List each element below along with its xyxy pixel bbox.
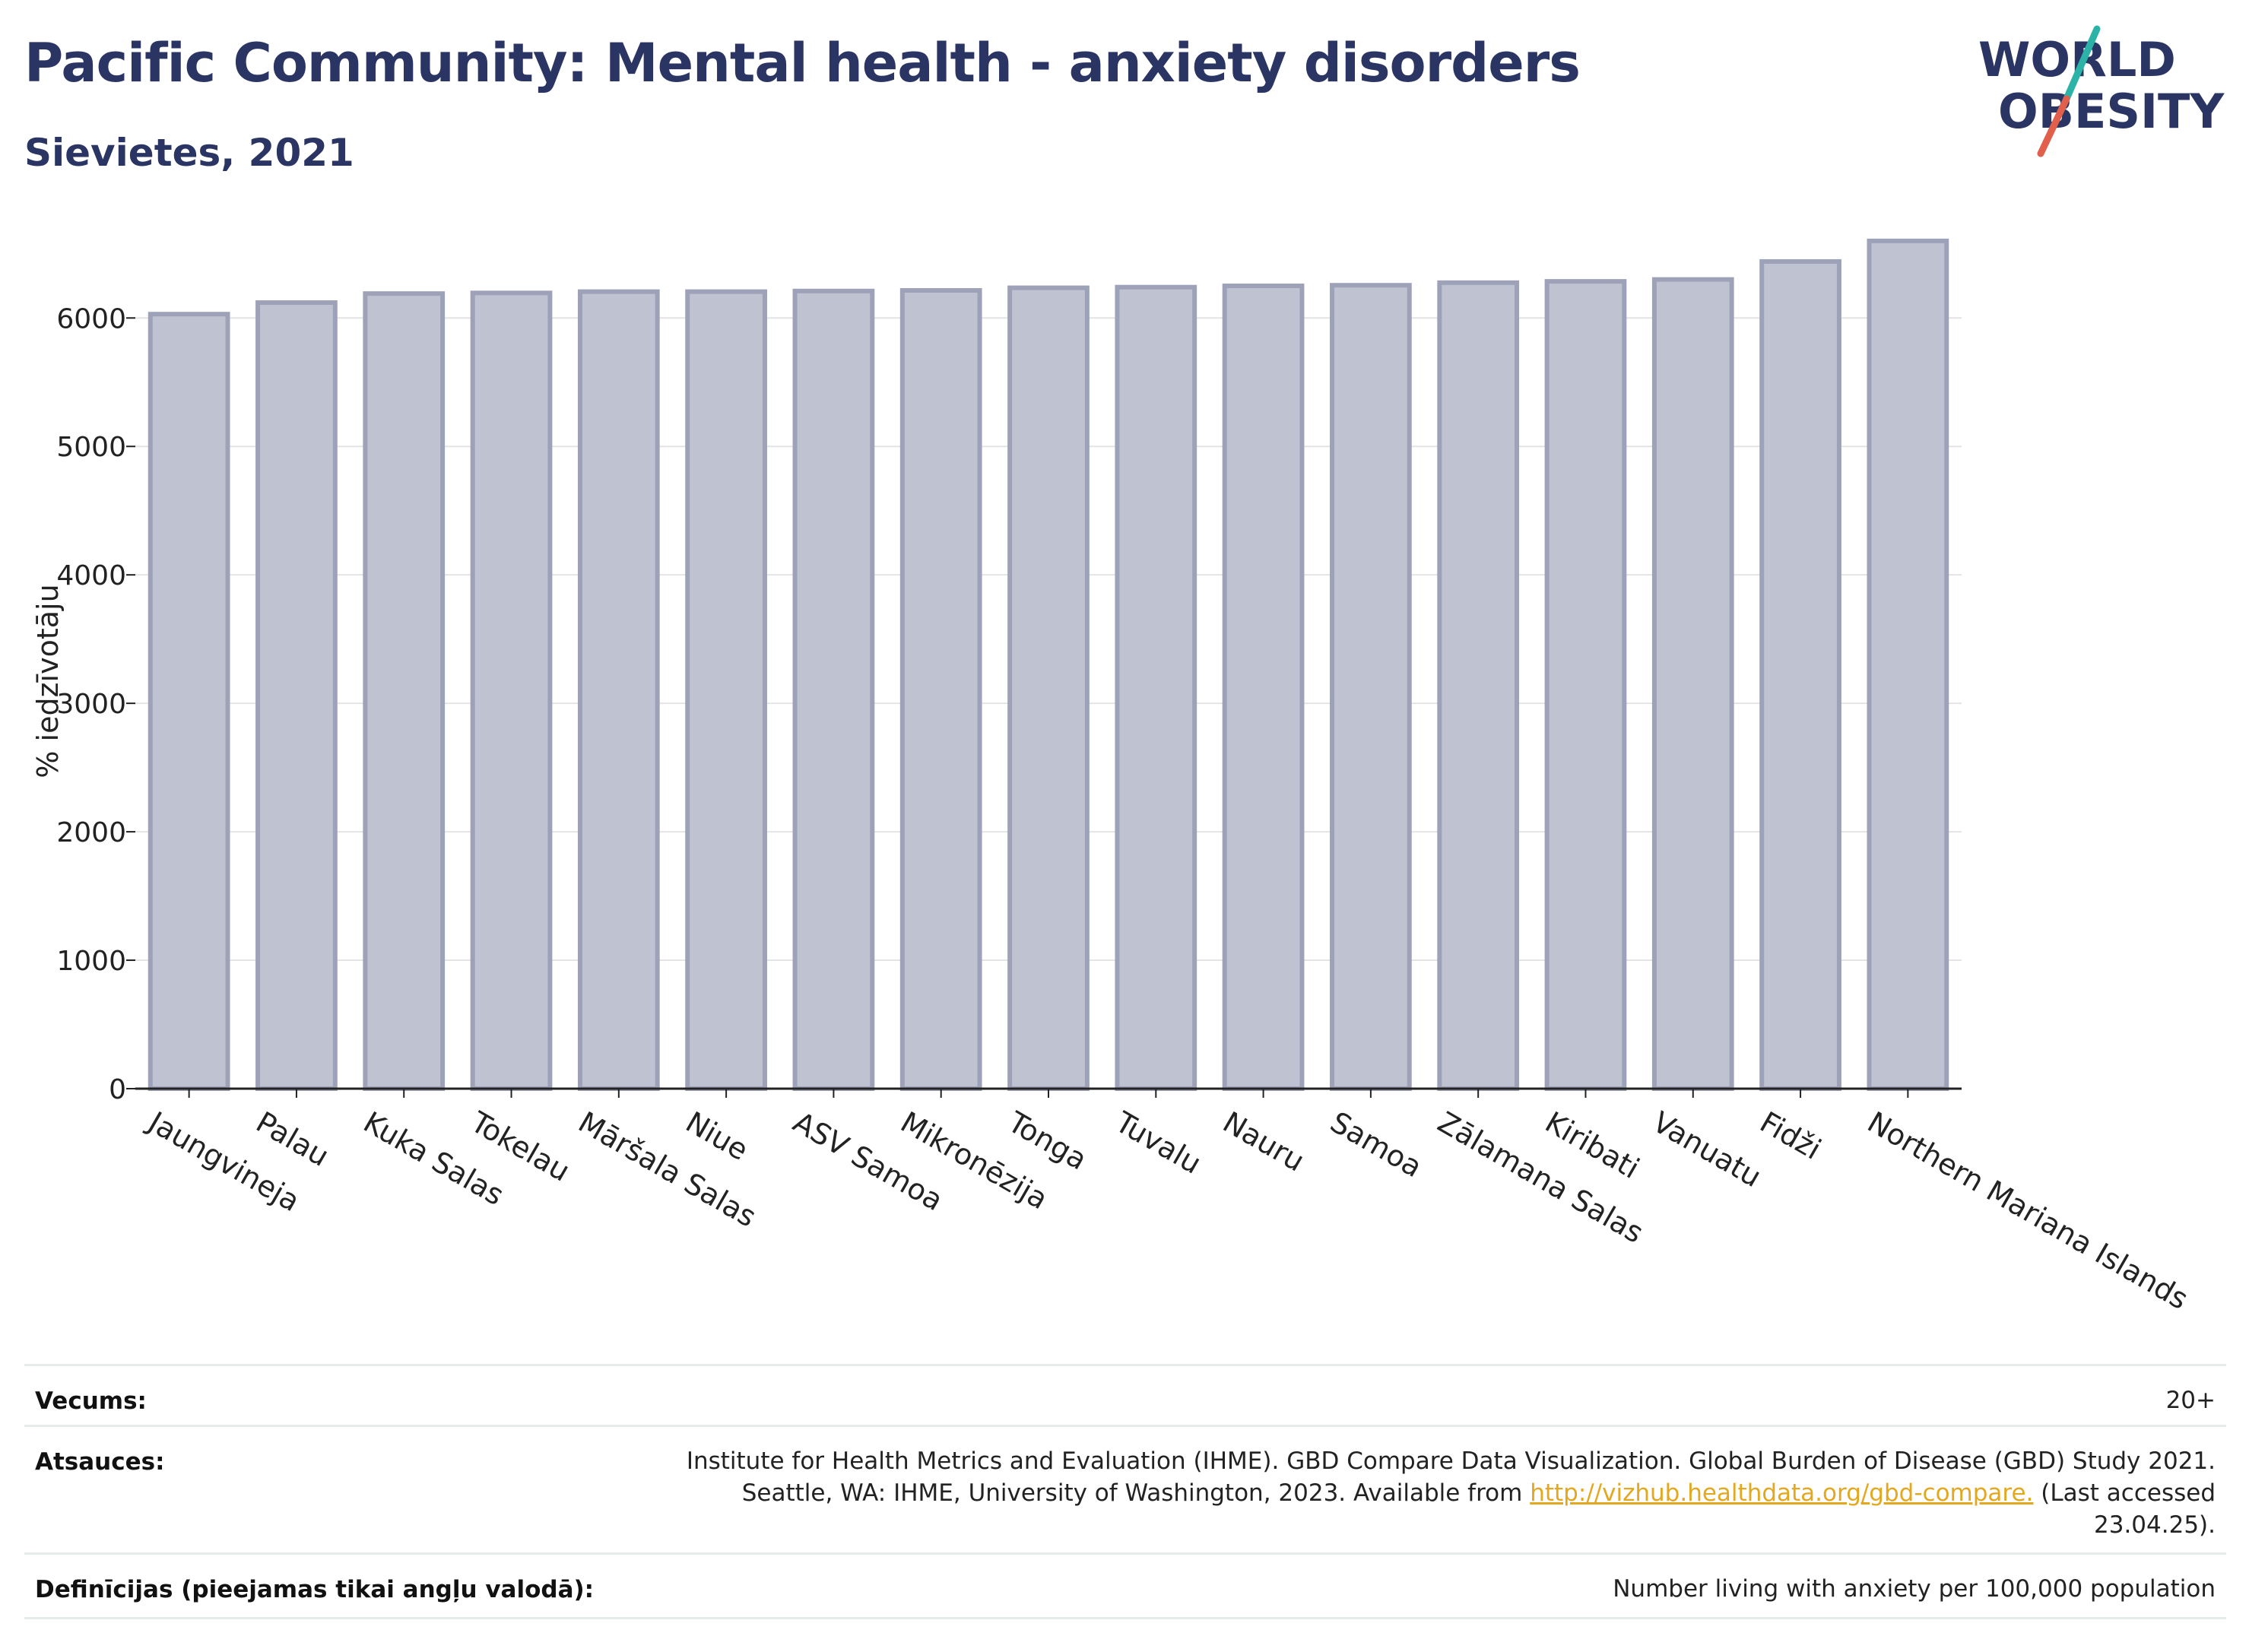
footer-sources-value: Institute for Health Metrics and Evaluat… bbox=[657, 1445, 2216, 1541]
x-tick-label: Tuvalu bbox=[1109, 1105, 1207, 1181]
footer-age-label: Vecums: bbox=[35, 1387, 147, 1415]
footer-definitions-label: Definīcijas (pieejamas tikai angļu valod… bbox=[35, 1576, 595, 1603]
x-tick-label: Nauru bbox=[1217, 1105, 1310, 1178]
y-tick-label: 2000 bbox=[56, 817, 126, 848]
bar bbox=[363, 291, 446, 1092]
y-tick-label: 4000 bbox=[56, 560, 126, 591]
chart-subtitle: Sievietes, 2021 bbox=[24, 131, 354, 175]
footer-sources-label: Atsauces: bbox=[35, 1448, 165, 1476]
y-tick-label: 6000 bbox=[56, 303, 126, 335]
x-tick-label: Northern Mariana Islands bbox=[1862, 1105, 2194, 1316]
footer-row-definitions: Definīcijas (pieejamas tikai angļu valod… bbox=[24, 1552, 2226, 1619]
x-tick-label: Fidži bbox=[1755, 1105, 1827, 1166]
x-tick-label: Niue bbox=[680, 1105, 754, 1167]
bar bbox=[899, 287, 982, 1092]
chart-title: Pacific Community: Mental health - anxie… bbox=[24, 32, 1581, 94]
x-tick-label: Palau bbox=[250, 1105, 335, 1173]
footer-source-link[interactable]: http://vizhub.healthdata.org/gbd-compare… bbox=[1530, 1479, 2034, 1507]
footer-sources-accessed: (Last accessed 23.04.25). bbox=[2033, 1479, 2216, 1539]
x-tick-label: Vanuatu bbox=[1647, 1105, 1767, 1194]
bar bbox=[1330, 283, 1412, 1092]
world-obesity-logo: WORLD OBESITY bbox=[1978, 25, 2225, 157]
footer-definitions-value: Number living with anxiety per 100,000 p… bbox=[1613, 1575, 2216, 1603]
y-tick-label: 5000 bbox=[56, 432, 126, 463]
y-tick-label: 3000 bbox=[56, 689, 126, 720]
bar bbox=[1007, 285, 1090, 1091]
x-tick-label: Māršala Salas bbox=[573, 1105, 762, 1234]
bar bbox=[255, 300, 338, 1091]
bar bbox=[685, 289, 767, 1092]
logo-line2: OBESITY bbox=[1998, 84, 2225, 139]
footer-age-value: 20+ bbox=[2165, 1387, 2216, 1414]
bar bbox=[1651, 277, 1734, 1092]
bar bbox=[1867, 238, 1949, 1091]
footer-row-age: Vecums: 20+ bbox=[24, 1364, 2226, 1425]
bar bbox=[148, 312, 230, 1091]
y-tick-label: 1000 bbox=[56, 946, 126, 977]
footer-row-sources: Atsauces: Institute for Health Metrics a… bbox=[24, 1425, 2226, 1553]
footer-sources-text: Institute for Health Metrics and Evaluat… bbox=[686, 1447, 2216, 1507]
x-tick-label: Samoa bbox=[1324, 1105, 1427, 1184]
y-axis-label: % iedzīvotāju bbox=[31, 584, 65, 778]
y-tick-label: 0 bbox=[109, 1074, 126, 1105]
logo-slash-teal bbox=[2063, 25, 2101, 103]
bar bbox=[1115, 284, 1197, 1092]
bar bbox=[1437, 280, 1520, 1091]
bar bbox=[1759, 258, 1841, 1091]
bar bbox=[1222, 284, 1305, 1091]
logo-slash-red bbox=[2037, 95, 2070, 157]
bar bbox=[792, 288, 875, 1091]
bar bbox=[577, 289, 660, 1092]
bar bbox=[1544, 279, 1627, 1091]
bar bbox=[470, 290, 553, 1091]
